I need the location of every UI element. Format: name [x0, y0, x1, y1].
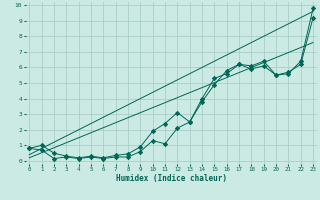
- X-axis label: Humidex (Indice chaleur): Humidex (Indice chaleur): [116, 174, 227, 183]
